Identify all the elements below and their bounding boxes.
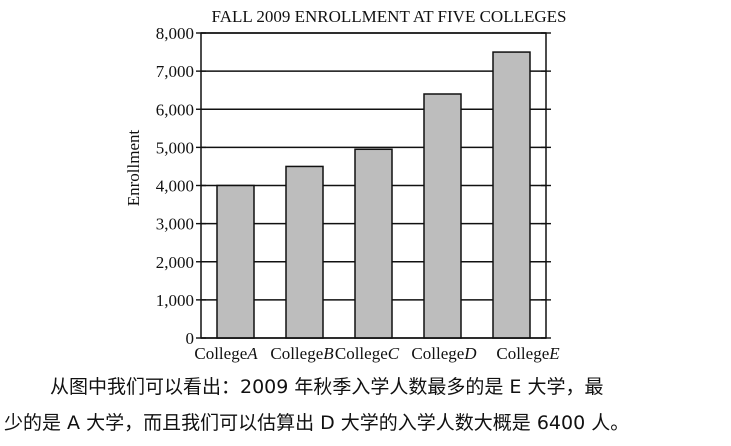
x-category-label: CollegeE	[496, 344, 560, 363]
x-category-label: CollegeB	[270, 344, 334, 363]
y-tick-label: 1,000	[156, 291, 194, 310]
bar-college-d	[423, 93, 462, 339]
y-tick-label: 5,000	[156, 138, 194, 157]
chart-title: FALL 2009 ENROLLMENT AT FIVE COLLEGES	[212, 7, 567, 26]
y-tick-label: 3,000	[156, 215, 194, 234]
y-tick-label: 6,000	[156, 100, 194, 119]
bar-college-c	[354, 148, 393, 339]
y-tick-label: 7,000	[156, 62, 194, 81]
y-tick-label: 2,000	[156, 253, 194, 272]
y-tick-labels: 0 1,000 2,000 3,000 4,000 5,000 6,000 7,000 8,00…	[156, 24, 194, 348]
enrollment-bar-chart: FALL 2009 ENROLLMENT AT FIVE COLLEGES En…	[124, 7, 567, 363]
caption-line-1: 从图中我们可以看出：2009 年秋季入学人数最多的是 E 大学，最	[50, 376, 604, 398]
plot-frame	[200, 32, 547, 339]
y-axis-label: Enrollment	[124, 129, 143, 206]
x-category-label: CollegeD	[411, 344, 477, 363]
x-category-label: CollegeC	[335, 344, 400, 363]
bars	[216, 51, 531, 339]
y-tick-label: 8,000	[156, 24, 194, 43]
bar-college-e	[492, 51, 531, 339]
bar-college-a	[216, 184, 255, 339]
y-tick-label: 4,000	[156, 177, 194, 196]
y-tick-label: 0	[186, 329, 195, 348]
x-category-labels: CollegeA CollegeB CollegeC CollegeD CollegeE	[194, 344, 560, 363]
x-category-label: CollegeA	[194, 344, 258, 363]
bar-college-b	[285, 165, 324, 339]
caption-line-2: 少的是 A 大学，而且我们可以估算出 D 大学的入学人数大概是 6400 人。	[4, 412, 630, 434]
